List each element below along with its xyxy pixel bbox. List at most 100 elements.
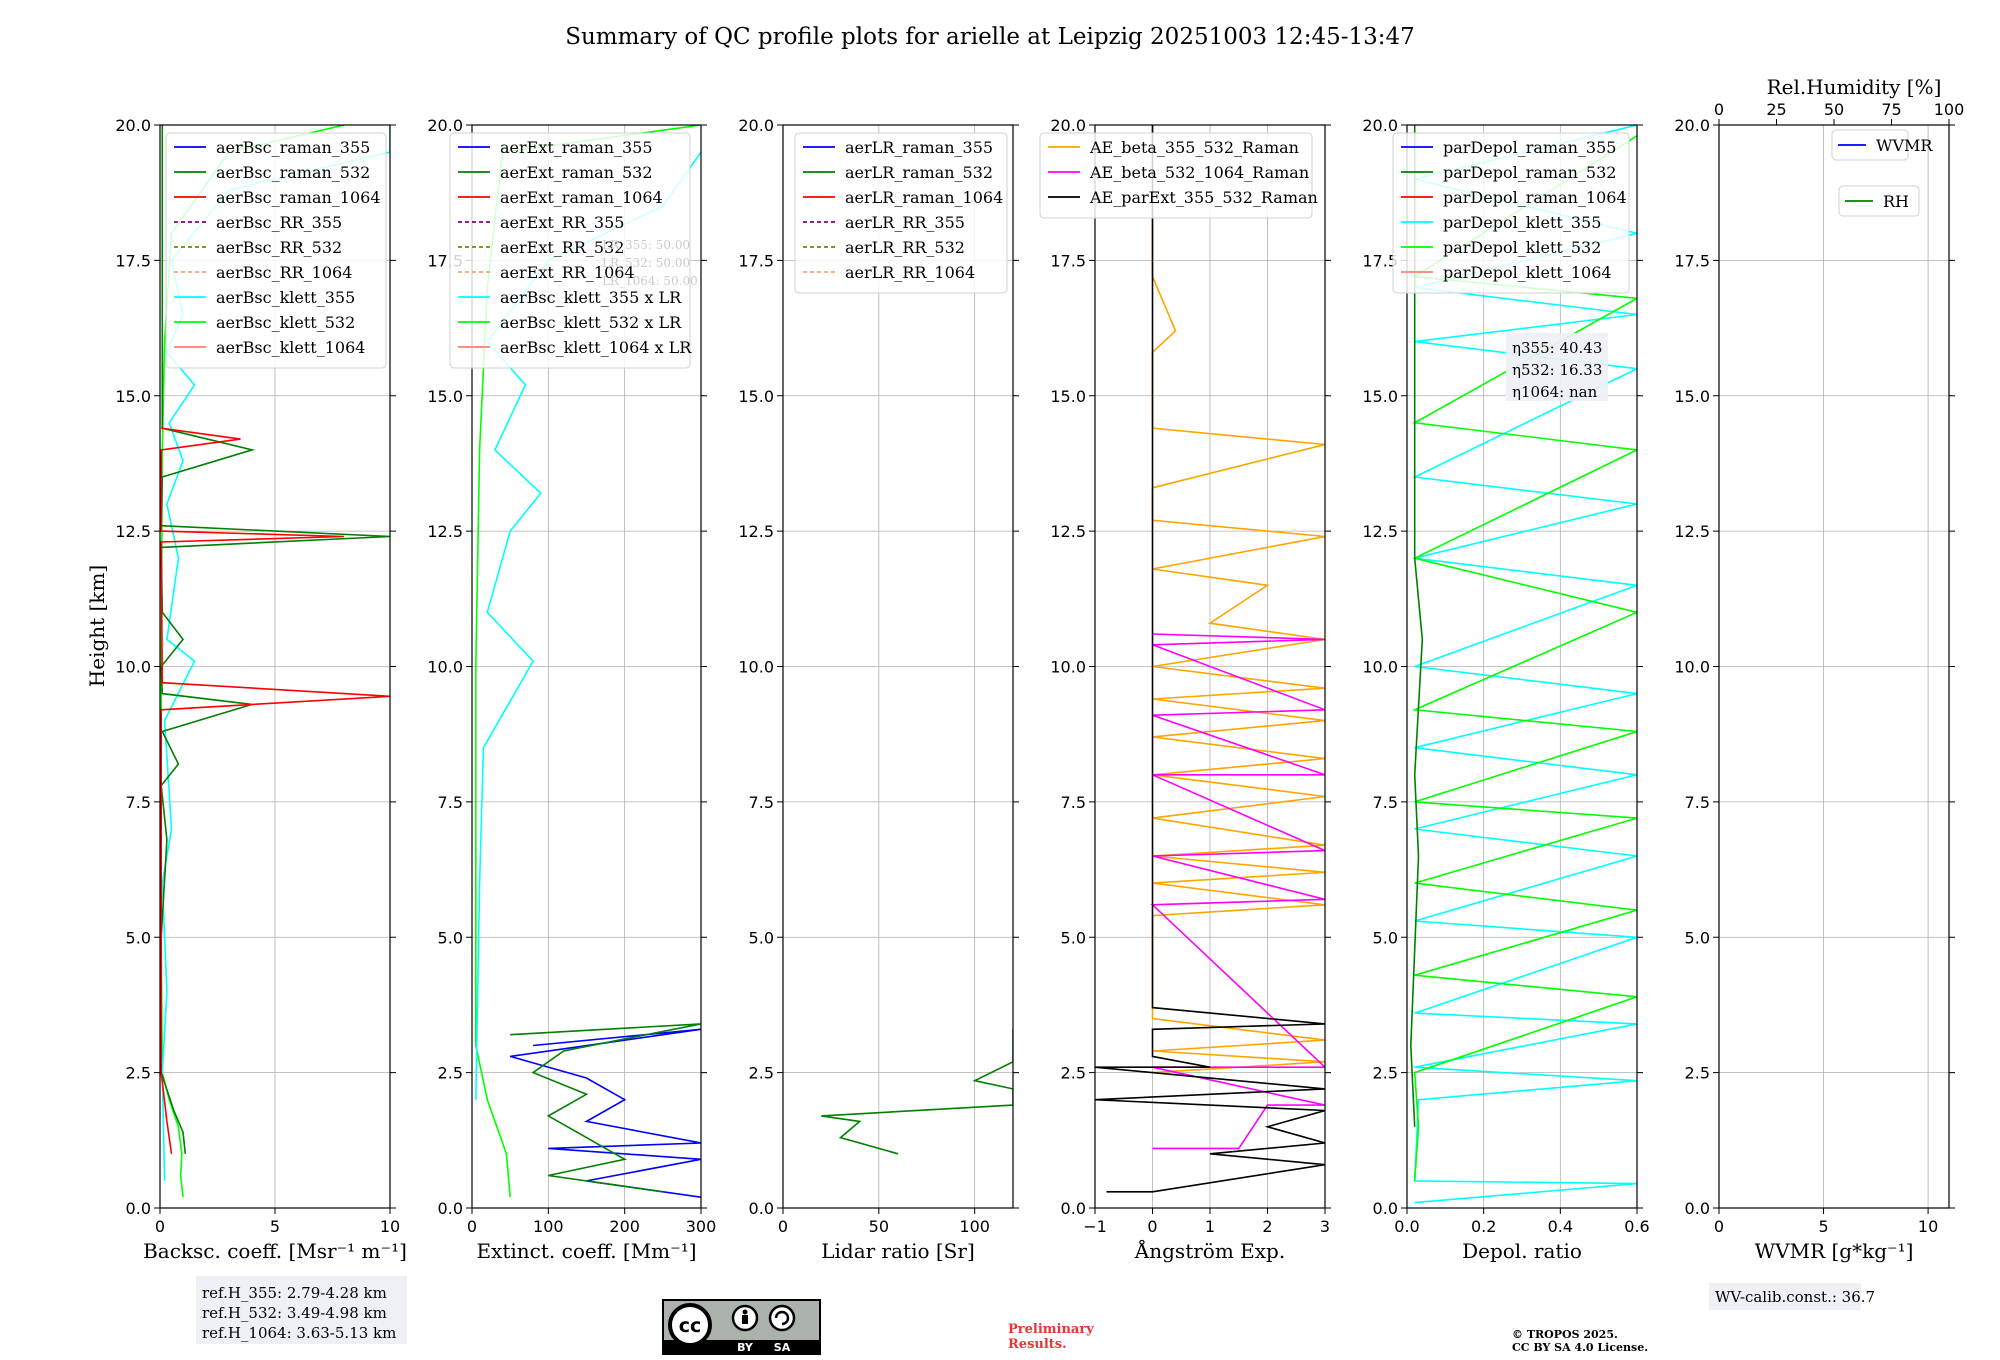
panel-backscatter: 0.0 2.5 5.0 7.5 10.0 12.5 15.0 17.5 20.0 0 5 10 Back… bbox=[115, 116, 407, 1263]
legend-label-depolarization-1: parDepol_raman_532 bbox=[1443, 163, 1616, 182]
ytick-label-wvmr-2: 5.0 bbox=[1685, 928, 1710, 947]
top-xtick-label-3: 75 bbox=[1881, 100, 1901, 119]
legend-label-backscatter-4: aerBsc_RR_532 bbox=[216, 238, 342, 257]
xtick-label-angstrom-0: −1 bbox=[1083, 1217, 1107, 1236]
series-group-angstrom bbox=[1095, 125, 1325, 1193]
ytick-label-lidar_ratio-2: 5.0 bbox=[749, 928, 774, 947]
ref-height-box: ref.H_355: 2.79-4.28 km ref.H_532: 3.49-… bbox=[196, 1276, 407, 1344]
panel-angstrom: 0.0 2.5 5.0 7.5 10.0 12.5 15.0 17.5 20.0 −1 0 1 2 3 Ån… bbox=[1039, 116, 1331, 1263]
ytick-label-backscatter-7: 17.5 bbox=[115, 251, 151, 270]
legend-label-backscatter-1: aerBsc_raman_532 bbox=[216, 163, 370, 182]
legend-label-backscatter-5: aerBsc_RR_1064 bbox=[216, 263, 352, 282]
ytick-label-extinction-8: 20.0 bbox=[427, 116, 463, 135]
xtick-label-backscatter-0: 0 bbox=[155, 1217, 165, 1236]
ytick-label-angstrom-0: 0.0 bbox=[1061, 1199, 1086, 1218]
legend-label-lidar_ratio-2: aerLR_raman_1064 bbox=[845, 188, 1003, 207]
figure-title: Summary of QC profile plots for arielle … bbox=[565, 24, 1415, 50]
legend-label-extinction-5: aerExt_RR_1064 bbox=[500, 263, 635, 282]
cc-logo-text: cc bbox=[679, 1315, 702, 1337]
x-axis-label-wvmr: WVMR [g*kg⁻¹] bbox=[1755, 1239, 1914, 1263]
ytick-label-depolarization-0: 0.0 bbox=[1373, 1199, 1398, 1218]
xtick-label-depolarization-3: 0.6 bbox=[1624, 1217, 1649, 1236]
legend-box-wvmr bbox=[1831, 129, 1909, 161]
legend-lidar_ratio: aerLR_raman_355 aerLR_raman_532 aerLR_rama… bbox=[794, 132, 1008, 294]
ytick-label-backscatter-1: 2.5 bbox=[126, 1064, 151, 1083]
x-axis-label-extinction: Extinct. coeff. [Mm⁻¹] bbox=[476, 1239, 696, 1263]
legend-label-rh: RH bbox=[1883, 192, 1909, 211]
ytick-label-lidar_ratio-3: 7.5 bbox=[749, 793, 774, 812]
ref-height-532: ref.H_532: 3.49-4.98 km bbox=[202, 1304, 387, 1322]
ytick-label-depolarization-2: 5.0 bbox=[1373, 928, 1398, 947]
ytick-label-backscatter-5: 12.5 bbox=[115, 522, 151, 541]
ytick-label-wvmr-0: 0.0 bbox=[1685, 1199, 1710, 1218]
ytick-label-extinction-3: 7.5 bbox=[438, 793, 463, 812]
ytick-label-extinction-5: 12.5 bbox=[427, 522, 463, 541]
ytick-label-angstrom-4: 10.0 bbox=[1050, 658, 1086, 677]
panels-group: 0.02.55.07.510.012.515.017.520.00 5 10Back… bbox=[115, 75, 1964, 1263]
legend-label-depolarization-2: parDepol_raman_1064 bbox=[1443, 188, 1627, 207]
legend-box-backscatter bbox=[165, 132, 387, 369]
ytick-label-wvmr-5: 12.5 bbox=[1674, 522, 1710, 541]
top-xtick-label-4: 100 bbox=[1934, 100, 1965, 119]
x-axis-label-depolarization: Depol. ratio bbox=[1462, 1239, 1582, 1263]
legend-label-backscatter-8: aerBsc_klett_1064 bbox=[216, 338, 365, 357]
ytick-label-extinction-2: 5.0 bbox=[438, 928, 463, 947]
wv-calib-box-bg bbox=[1709, 1283, 1861, 1310]
legend-label-backscatter-2: aerBsc_raman_1064 bbox=[216, 188, 381, 207]
eta-label-0: η355: 40.43 bbox=[1512, 339, 1602, 357]
ytick-label-angstrom-6: 15.0 bbox=[1050, 387, 1086, 406]
legend-label-extinction-7: aerBsc_klett_532 x LR bbox=[500, 313, 682, 332]
eta-label-2: η1064: nan bbox=[1512, 383, 1598, 401]
series-parDepol_klett_532 bbox=[1411, 135, 1637, 1181]
panel-wvmr: 0.02.55.07.510.012.515.017.520.00 5 10WVMR… bbox=[1674, 75, 1964, 1263]
xtick-label-angstrom-1: 0 bbox=[1147, 1217, 1157, 1236]
wv-calib-text: WV-calib.const.: 36.7 bbox=[1715, 1288, 1875, 1306]
series-AE_beta_355_532_Raman bbox=[1151, 125, 1325, 1074]
ytick-label-angstrom-1: 2.5 bbox=[1061, 1064, 1086, 1083]
xtick-label-extinction-1: 100 bbox=[533, 1217, 564, 1236]
legend-label-depolarization-5: parDepol_klett_1064 bbox=[1443, 263, 1612, 282]
legend-label-extinction-4: aerExt_RR_532 bbox=[500, 238, 624, 257]
series-aerBsc_raman_1064 bbox=[160, 427, 390, 1154]
xtick-label-backscatter-1: 5 bbox=[270, 1217, 280, 1236]
preliminary-line-1: Preliminary bbox=[1008, 1322, 1094, 1337]
legend-label-lidar_ratio-1: aerLR_raman_532 bbox=[845, 163, 993, 182]
preliminary-line-2: Results. bbox=[1008, 1337, 1067, 1352]
ytick-label-lidar_ratio-0: 0.0 bbox=[749, 1199, 774, 1218]
ref-height-355: ref.H_355: 2.79-4.28 km bbox=[202, 1284, 387, 1302]
ytick-label-lidar_ratio-1: 2.5 bbox=[749, 1064, 774, 1083]
legend-label-extinction-8: aerBsc_klett_1064 x LR bbox=[500, 338, 692, 357]
series-AE_parExt_355_532_Raman bbox=[1095, 125, 1325, 1193]
ytick-label-depolarization-4: 10.0 bbox=[1362, 658, 1398, 677]
xtick-label-wvmr-1: 5 bbox=[1818, 1217, 1828, 1236]
top-axis-label-wvmr: Rel.Humidity [%] bbox=[1767, 75, 1942, 99]
xtick-label-angstrom-2: 1 bbox=[1205, 1217, 1215, 1236]
xtick-label-lidar_ratio-2: 100 bbox=[959, 1217, 990, 1236]
legend-label-backscatter-6: aerBsc_klett_355 bbox=[216, 288, 355, 307]
series-aerExt_raman_532 bbox=[510, 1023, 701, 1193]
ytick-label-angstrom-2: 5.0 bbox=[1061, 928, 1086, 947]
legend-label-angstrom-2: AE_parExt_355_532_Raman bbox=[1089, 188, 1318, 207]
ytick-label-backscatter-8: 20.0 bbox=[115, 116, 151, 135]
legend-box-lidar_ratio bbox=[794, 132, 1008, 294]
ytick-label-extinction-6: 15.0 bbox=[427, 387, 463, 406]
xtick-label-depolarization-1: 0.2 bbox=[1471, 1217, 1496, 1236]
top-xtick-label-2: 50 bbox=[1824, 100, 1844, 119]
eta-box-bg bbox=[1506, 333, 1608, 401]
ytick-label-depolarization-6: 15.0 bbox=[1362, 387, 1398, 406]
ytick-label-angstrom-5: 12.5 bbox=[1050, 522, 1086, 541]
ytick-label-wvmr-3: 7.5 bbox=[1685, 793, 1710, 812]
xtick-label-lidar_ratio-0: 0 bbox=[778, 1217, 788, 1236]
cc-license-badge: cc BY SA bbox=[662, 1299, 821, 1355]
ytick-label-backscatter-6: 15.0 bbox=[115, 387, 151, 406]
legend-label-backscatter-0: aerBsc_raman_355 bbox=[216, 138, 370, 157]
legend-box-angstrom bbox=[1039, 132, 1313, 219]
ytick-label-wvmr-7: 17.5 bbox=[1674, 251, 1710, 270]
ytick-label-wvmr-6: 15.0 bbox=[1674, 387, 1710, 406]
lr-label-1: LR_532: 50.00 bbox=[602, 256, 690, 270]
share-alike-icon-arc bbox=[774, 1310, 790, 1326]
attribution-icon-head bbox=[742, 1309, 748, 1315]
series-parDepol_raman_532 bbox=[1409, 125, 1424, 1127]
xtick-label-angstrom-3: 2 bbox=[1262, 1217, 1272, 1236]
